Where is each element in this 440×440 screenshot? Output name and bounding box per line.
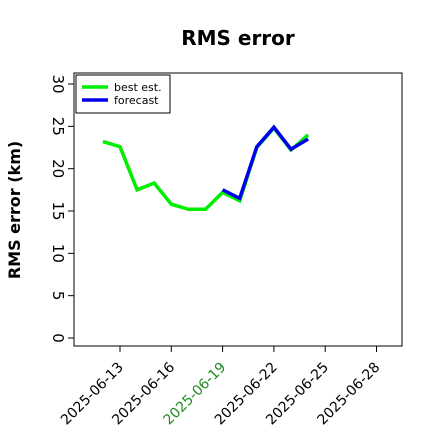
legend-box	[75, 74, 171, 114]
legend: best est.forecast	[75, 74, 171, 114]
plot-frame	[73, 72, 403, 347]
y-axis: 0 5 10 15 20 25 30	[49, 74, 74, 343]
x-axis: 2025-06-132025-06-162025-06-192025-06-22…	[58, 346, 383, 428]
y-tick-label: 30	[49, 74, 67, 93]
legend-label: forecast	[114, 94, 159, 107]
y-axis-label: RMS error (km)	[5, 141, 24, 279]
y-tick-label: 25	[49, 117, 67, 136]
y-tick-label: 5	[49, 291, 67, 301]
y-tick-label: 20	[49, 159, 67, 178]
y-tick-label: 0	[49, 333, 67, 343]
y-tick-label: 15	[49, 201, 67, 220]
chart-title: RMS error	[181, 26, 295, 50]
legend-label: best est.	[114, 81, 162, 94]
series-line-best-est	[102, 125, 310, 212]
series-layer	[102, 124, 310, 212]
series-line-forecast	[221, 124, 309, 201]
y-tick-label: 10	[49, 244, 67, 263]
